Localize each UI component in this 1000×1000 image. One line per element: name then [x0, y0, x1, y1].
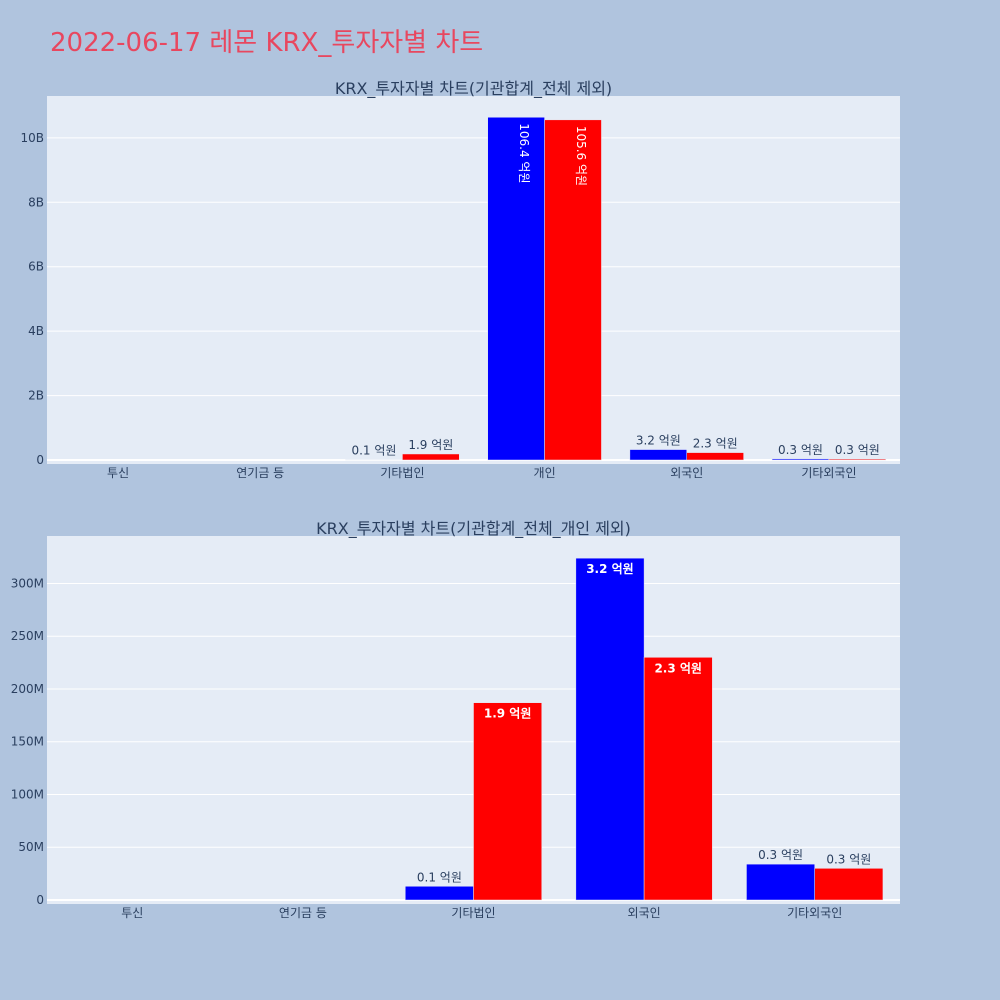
bar-label: 1.9 억원 [408, 438, 453, 452]
x-tick-label: 투신 [121, 906, 143, 920]
x-tick-label: 연기금 등 [279, 906, 327, 920]
y-tick-label: 300M [11, 576, 44, 590]
bar [473, 702, 542, 901]
bar [746, 863, 815, 901]
y-tick-label: 250M [11, 629, 44, 643]
y-tick-label: 0 [36, 893, 44, 907]
x-tick-label: 개인 [534, 466, 556, 480]
bar-label: 2.3 억원 [693, 437, 738, 451]
chart-subtitle: KRX_투자자별 차트(기관합계_전체 제외) [335, 79, 612, 99]
x-tick-label: 연기금 등 [236, 466, 284, 480]
x-tick-label: 기타외국인 [787, 906, 842, 920]
chart-subtitle: KRX_투자자별 차트(기관합계_전체_개인 제외) [316, 519, 631, 539]
bar [402, 453, 460, 461]
x-tick-label: 외국인 [670, 466, 703, 480]
bar-label: 0.1 억원 [351, 444, 396, 458]
bar-label: 105.6 억원 [574, 126, 588, 186]
chart-bottom: KRX_투자자별 차트(기관합계_전체_개인 제외) 0 50M 100M 150M 20… [11, 519, 900, 920]
bar [629, 449, 688, 461]
bar [487, 117, 545, 461]
y-tick-label: 150M [11, 735, 44, 749]
y-tick-label: 6B [28, 260, 44, 274]
bar [575, 557, 645, 901]
y-tick-label: 8B [28, 195, 44, 209]
bar-label: 2.3 억원 [654, 661, 702, 675]
bar [814, 868, 884, 901]
chart-top: KRX_투자자별 차트(기관합계_전체 제외) 0 2B 4B 6B 8B 10B 투신 연기금… [20, 79, 900, 480]
bar [686, 452, 744, 461]
bar-label: 0.1 억원 [417, 870, 462, 884]
bar [828, 458, 887, 461]
bar [771, 458, 830, 461]
bar-label: 0.3 억원 [778, 443, 823, 457]
x-tick-label: 기타외국인 [801, 466, 856, 480]
y-tick-label: 0 [36, 453, 44, 467]
bar-label: 0.3 억원 [835, 443, 880, 457]
bar-label: 0.3 억원 [758, 848, 803, 862]
page-title: 2022-06-17 레몬 KRX_투자자별 차트 [50, 28, 484, 58]
bar-label: 106.4 억원 [517, 123, 531, 183]
y-tick-label: 50M [18, 840, 44, 854]
bar [643, 657, 713, 901]
bar [405, 886, 474, 901]
bar [544, 119, 602, 461]
y-tick-label: 10B [20, 131, 44, 145]
y-tick-label: 2B [28, 389, 44, 403]
x-tick-label: 외국인 [628, 906, 661, 920]
y-tick-label: 200M [11, 682, 44, 696]
x-tick-label: 기타법인 [380, 466, 424, 480]
bar-label: 0.3 억원 [826, 852, 871, 866]
x-tick-label: 투신 [107, 466, 129, 480]
y-tick-label: 4B [28, 324, 44, 338]
y-tick-label: 100M [11, 787, 44, 801]
x-tick-label: 기타법인 [451, 906, 495, 920]
bar-label: 3.2 억원 [636, 434, 681, 448]
bar-label: 1.9 억원 [484, 707, 532, 721]
bar-label: 3.2 억원 [586, 562, 634, 576]
plot-area [47, 96, 900, 464]
